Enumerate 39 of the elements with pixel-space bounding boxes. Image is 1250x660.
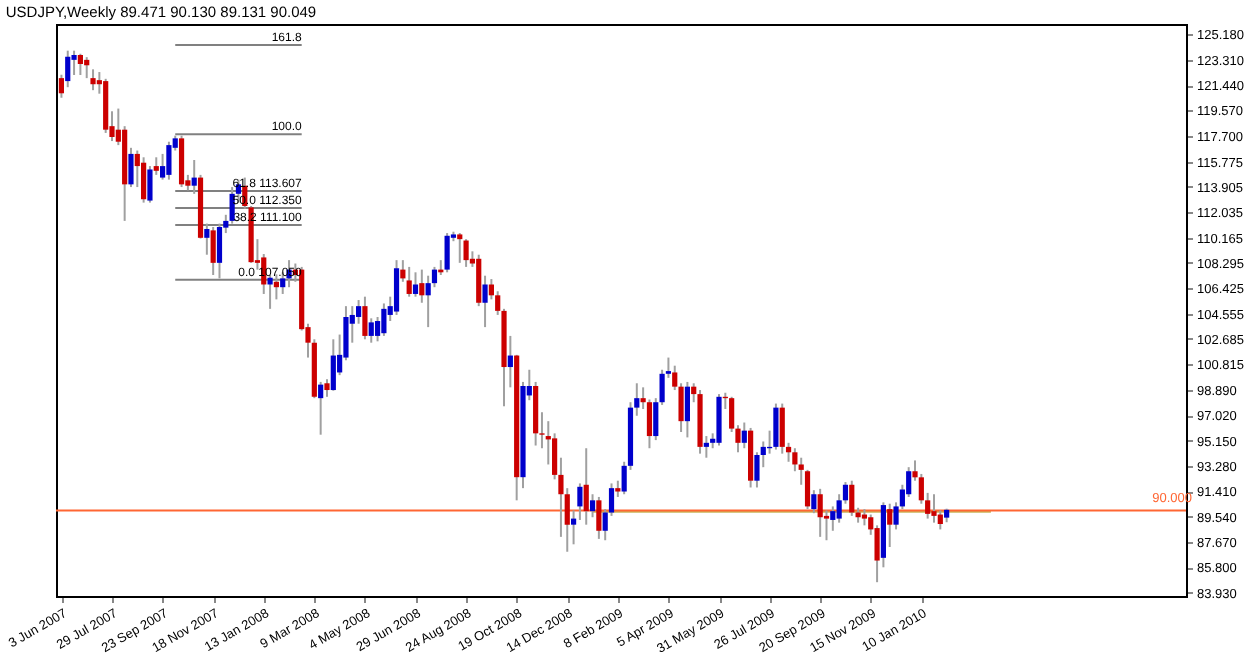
- candlestick: [482, 274, 488, 329]
- candlestick: [849, 479, 855, 517]
- candlestick: [444, 232, 450, 274]
- candlestick: [166, 140, 172, 181]
- candlestick: [773, 402, 779, 451]
- candlestick: [577, 482, 583, 521]
- candlestick: [703, 435, 709, 459]
- candlestick: [330, 338, 336, 392]
- candlestick: [406, 265, 412, 298]
- candlestick: [716, 393, 722, 447]
- candlestick: [817, 487, 823, 538]
- candlestick: [463, 238, 469, 268]
- candlestick: [779, 402, 785, 455]
- candlestick: [684, 380, 690, 439]
- candlestick: [147, 165, 153, 204]
- candlestick: [931, 493, 937, 524]
- candlestick: [216, 222, 223, 280]
- candlestick: [596, 495, 602, 540]
- candlestick: [425, 274, 431, 329]
- candlestick: [90, 68, 96, 92]
- candlestick: [368, 317, 374, 344]
- candlestick: [381, 302, 387, 337]
- candlestick: [128, 146, 134, 189]
- candlestick: [362, 295, 368, 341]
- candlestick: [412, 271, 419, 298]
- candlestick: [393, 259, 400, 316]
- candlestick: [141, 156, 147, 204]
- candlestick: [77, 52, 83, 77]
- candlestick: [267, 274, 273, 310]
- candlestick: [210, 225, 216, 277]
- candlestick: [457, 232, 463, 264]
- candlestick: [191, 159, 197, 195]
- candlestick: [589, 493, 596, 519]
- candlestick: [507, 334, 513, 389]
- candlestick: [419, 268, 425, 304]
- candlestick: [583, 447, 589, 526]
- candlestick: [741, 421, 747, 450]
- candlestick: [887, 502, 893, 549]
- candlestick: [178, 134, 185, 189]
